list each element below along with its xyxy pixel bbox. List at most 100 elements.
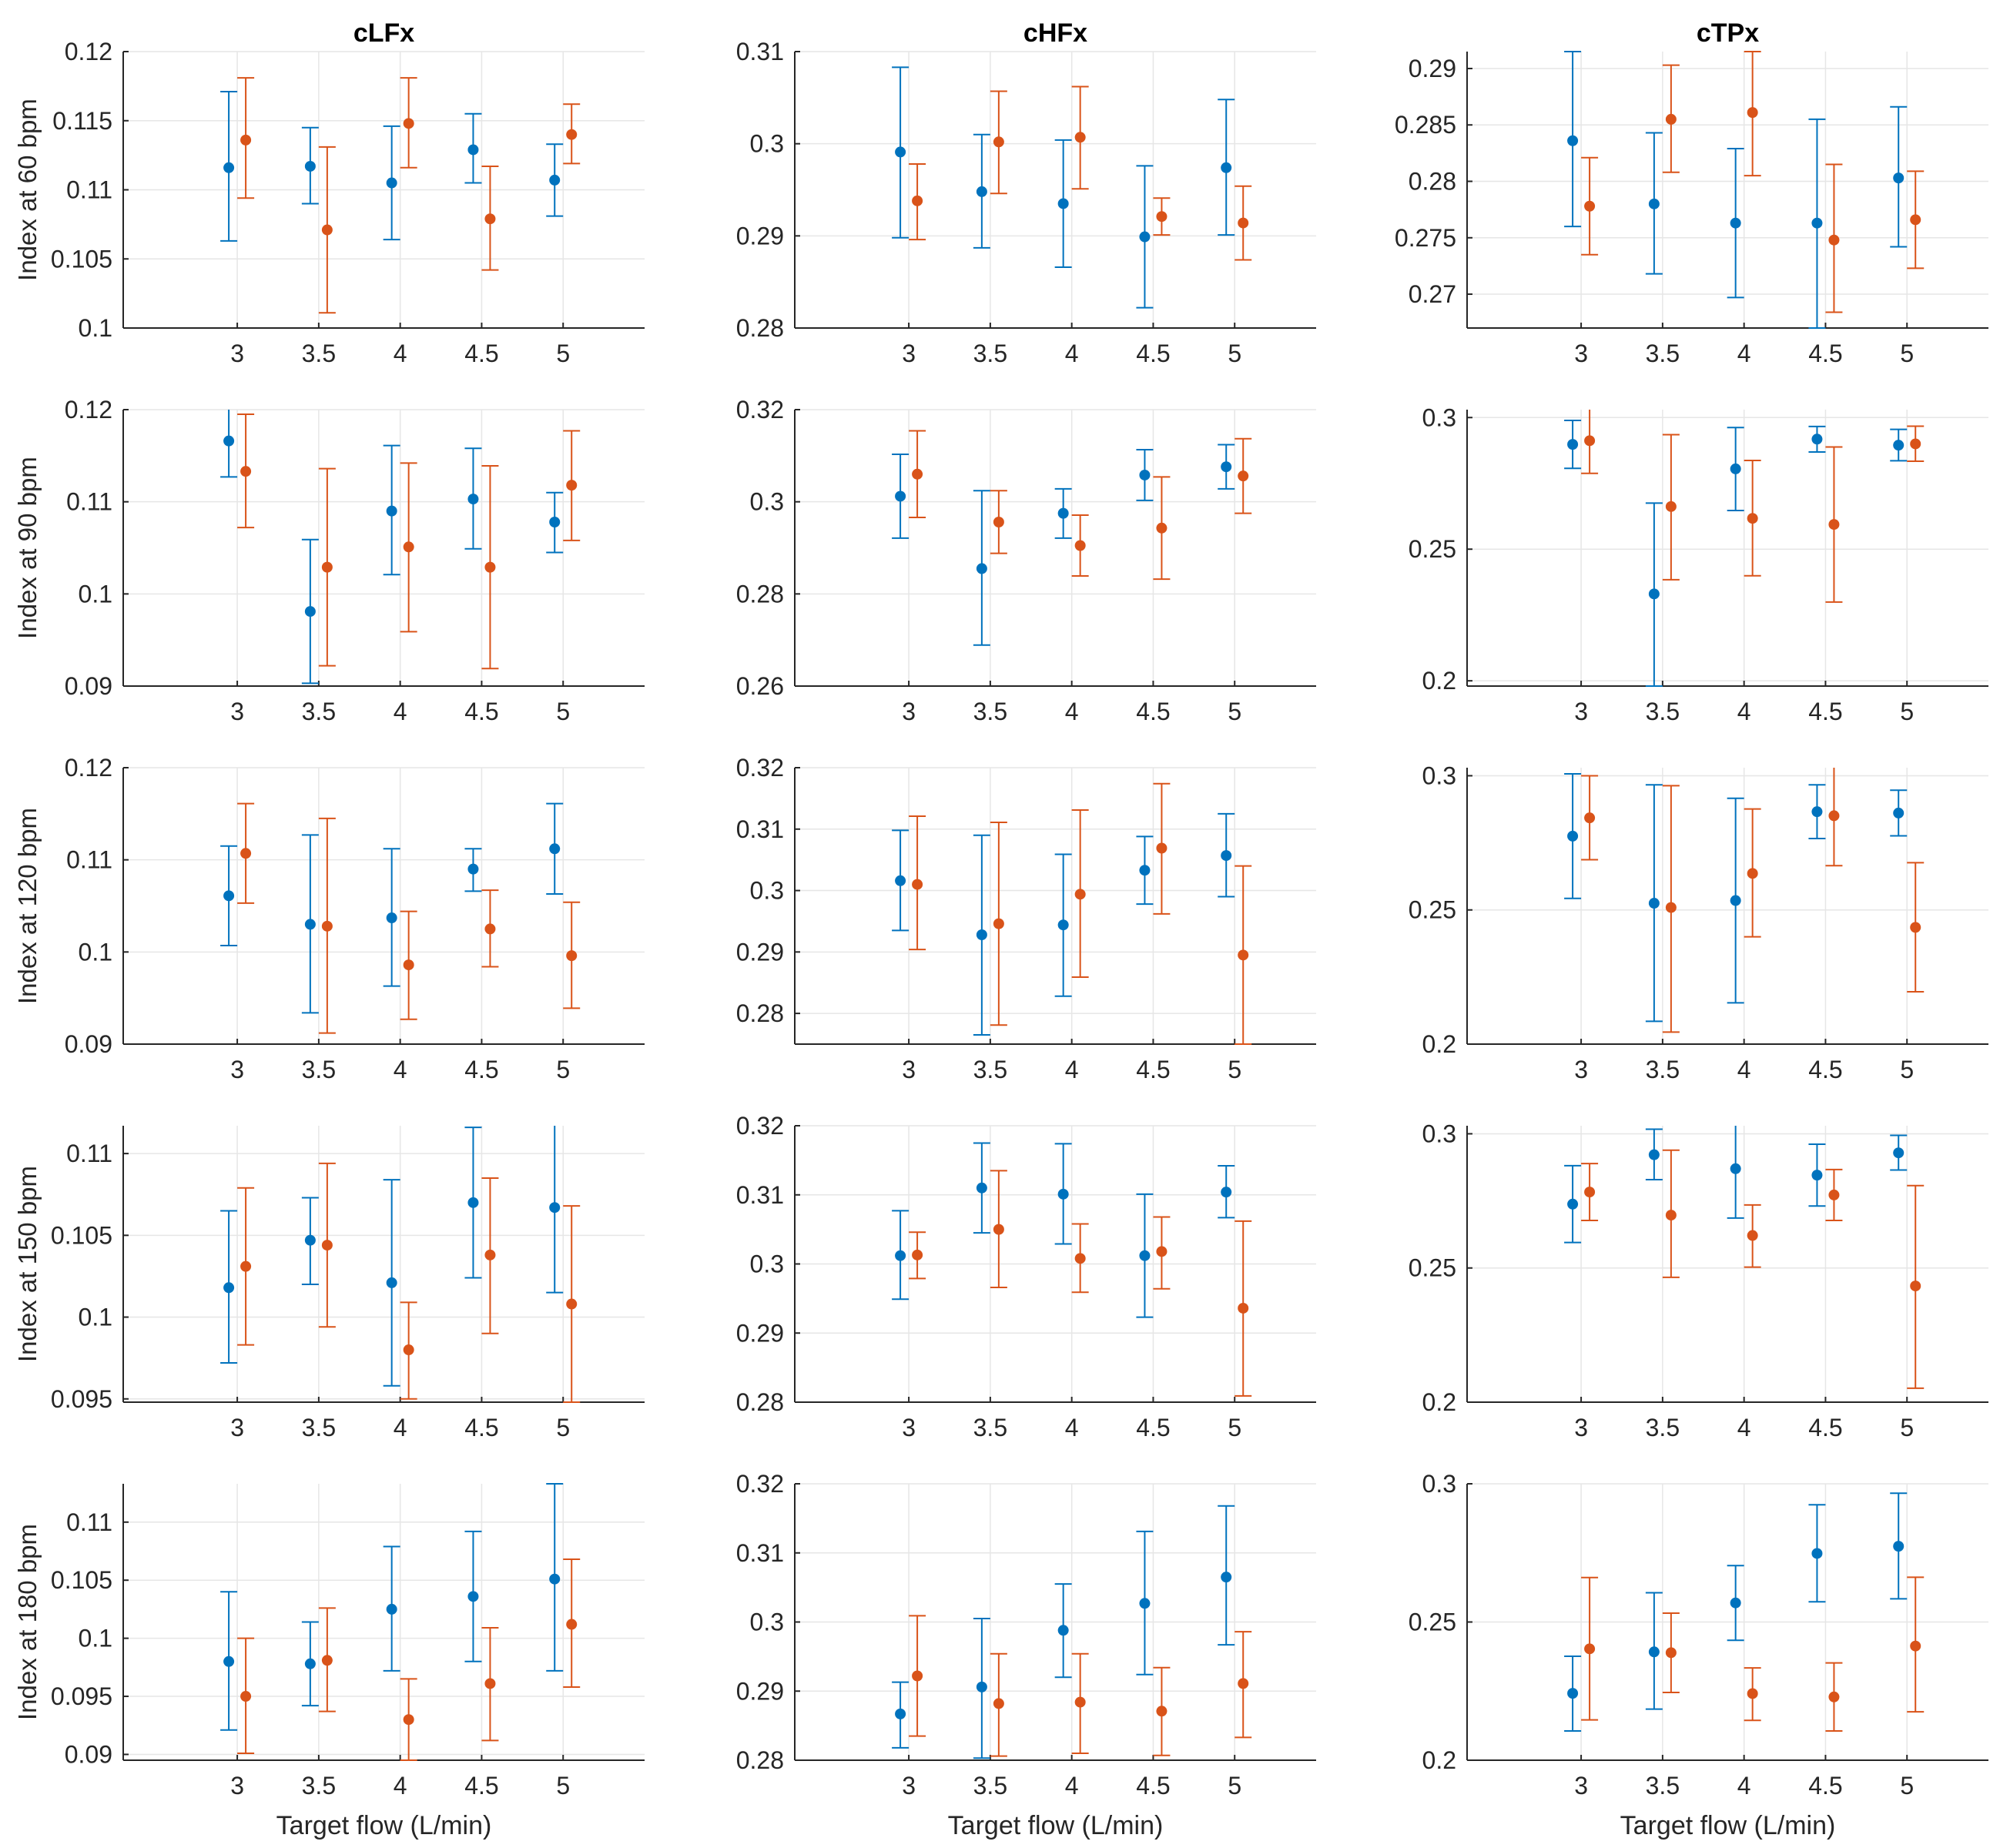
x-tick-label: 3 (1574, 1056, 1588, 1083)
y-tick-label: 0.31 (736, 1181, 784, 1209)
panel-r0-c0: 0.1 0.105 0.11 0.115 0.12 3 3.5 4 4.5 5 cLFx Index … (13, 18, 645, 367)
x-tick-label: 4 (394, 1772, 407, 1799)
series-2 (237, 802, 581, 1034)
data-point (1567, 1198, 1579, 1210)
y-tick-label: 0.12 (65, 38, 112, 65)
x-tick-label: 5 (556, 1056, 570, 1083)
x-tick-label: 4.5 (1808, 698, 1842, 725)
data-point (1139, 865, 1151, 876)
x-tick-label: 4.5 (464, 1414, 498, 1441)
data-point (1139, 1598, 1151, 1609)
panel-r0-c1: 0.28 0.29 0.3 0.31 3 3.5 4 4.5 5 cHFx (736, 18, 1316, 367)
data-point (484, 561, 496, 573)
data-point (1221, 850, 1232, 862)
data-point (1221, 162, 1232, 173)
x-tick-label: 4 (1737, 698, 1751, 725)
y-tick-label: 0.11 (66, 1140, 112, 1167)
series-1 (220, 410, 564, 685)
data-point (1828, 1691, 1840, 1702)
y-tick-label: 0.275 (1395, 224, 1456, 252)
data-point (321, 1240, 333, 1251)
data-point (1665, 1210, 1677, 1221)
series-2 (909, 85, 1252, 261)
data-point (1156, 842, 1168, 854)
data-point (1910, 1281, 1921, 1292)
data-point (484, 213, 496, 225)
x-tick-label: 4 (1065, 1056, 1079, 1083)
y-tick-label: 0.3 (750, 1250, 784, 1278)
y-tick-label: 0.115 (52, 107, 112, 135)
plot-area (1467, 1126, 1988, 1402)
data-point (1057, 919, 1069, 931)
data-point (912, 1670, 923, 1682)
x-tick-label: 5 (556, 1414, 570, 1441)
x-tick-label: 5 (1900, 1056, 1914, 1083)
x-tick-label: 4.5 (1808, 340, 1842, 367)
data-point (1828, 234, 1840, 246)
x-tick-label: 4 (1737, 340, 1751, 367)
data-point (1567, 1688, 1579, 1699)
y-tick-label: 0.11 (66, 846, 112, 874)
data-point (1156, 1706, 1168, 1717)
x-tick-label: 4 (394, 340, 407, 367)
data-point (1665, 113, 1677, 125)
data-point (895, 1250, 906, 1261)
data-point (1648, 898, 1660, 909)
data-point (223, 162, 235, 173)
data-point (895, 490, 906, 502)
y-tick-label: 0.28 (1409, 168, 1456, 196)
data-point (1648, 1646, 1660, 1658)
x-tick-label: 5 (1900, 698, 1914, 725)
data-point (321, 1655, 333, 1666)
panel-r3-c2: 0.2 0.25 0.3 3 3.5 4 4.5 5 (1409, 1120, 1988, 1441)
data-point (223, 1656, 235, 1667)
series-1 (892, 66, 1235, 309)
data-point (895, 146, 906, 158)
data-point (240, 466, 252, 477)
x-tick-label: 5 (1228, 1414, 1241, 1441)
data-point (321, 920, 333, 932)
data-point (386, 912, 397, 924)
data-point (1074, 1696, 1086, 1708)
data-point (976, 186, 987, 197)
y-tick-label: 0.1 (79, 314, 112, 342)
data-point (993, 516, 1004, 527)
panel-r2-c0: 0.09 0.1 0.11 0.12 3 3.5 4 4.5 5 Index at 120 bpm (13, 754, 645, 1083)
y-tick-label: 0.29 (736, 1319, 784, 1347)
series-1 (220, 802, 564, 1014)
x-tick-label: 3.5 (973, 1772, 1007, 1799)
data-point (1238, 1678, 1249, 1689)
x-axis-label: Target flow (L/min) (276, 1811, 492, 1840)
column-title: cHFx (1023, 18, 1087, 48)
x-tick-label: 4.5 (1136, 340, 1170, 367)
x-tick-label: 3 (230, 1056, 244, 1083)
data-point (386, 505, 397, 517)
data-point (1648, 198, 1660, 209)
x-tick-label: 4.5 (464, 340, 498, 367)
plot-area (123, 768, 645, 1044)
y-tick-label: 0.12 (65, 396, 112, 424)
data-point (467, 494, 479, 505)
data-point (993, 1224, 1004, 1235)
data-point (1730, 895, 1741, 906)
data-point (386, 177, 397, 189)
x-tick-label: 4 (394, 698, 407, 725)
y-tick-label: 0.09 (65, 1030, 112, 1058)
data-point (223, 1282, 235, 1294)
data-point (912, 879, 923, 890)
data-point (1893, 807, 1905, 819)
plot-area (123, 1484, 645, 1760)
row-y-label: Index at 90 bpm (13, 457, 42, 639)
data-point (1910, 438, 1921, 450)
data-point (993, 1698, 1004, 1709)
data-point (1074, 540, 1086, 551)
y-tick-label: 0.28 (736, 1746, 784, 1774)
y-tick-label: 0.29 (736, 1677, 784, 1705)
data-point (304, 160, 316, 172)
series-2 (1581, 768, 1925, 1033)
series-2 (1581, 51, 1925, 313)
data-point (1747, 868, 1758, 879)
y-tick-label: 0.25 (1409, 896, 1456, 924)
data-point (484, 1249, 496, 1260)
series-2 (237, 413, 581, 670)
